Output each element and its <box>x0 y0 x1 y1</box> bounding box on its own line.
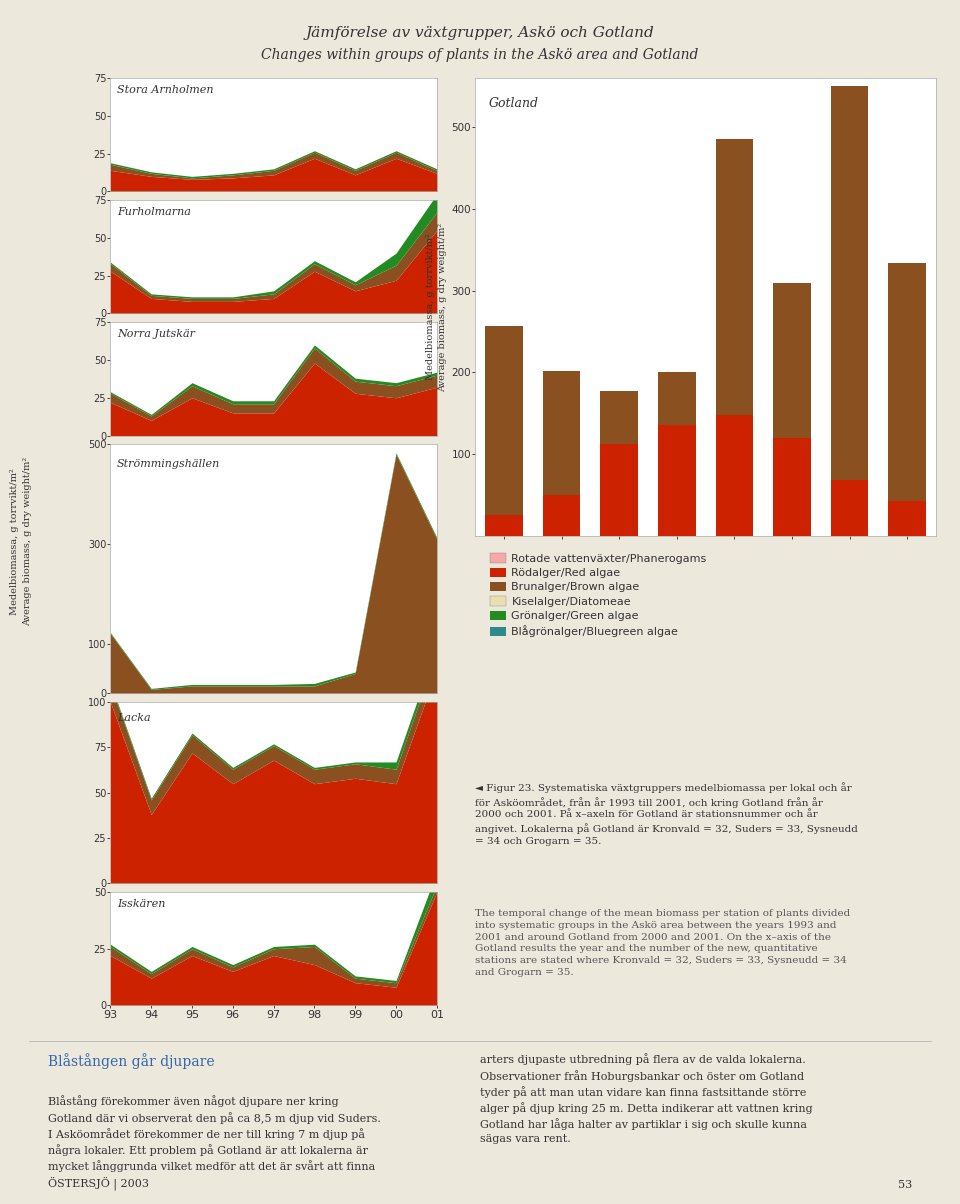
Bar <box>485 326 522 515</box>
Text: ÖSTERSJÖ | 2003: ÖSTERSJÖ | 2003 <box>48 1176 149 1190</box>
Bar <box>830 87 869 480</box>
Bar <box>601 444 638 536</box>
Text: Isskären: Isskären <box>117 899 165 909</box>
Text: Lacka: Lacka <box>117 713 151 724</box>
Text: Blåstången går djupare: Blåstången går djupare <box>48 1054 215 1069</box>
Text: Strömmingshällen: Strömmingshällen <box>117 459 220 470</box>
Y-axis label: Medelbiomassa, g torrvikt/m²
Average biomass, g dry weight/m²: Medelbiomassa, g torrvikt/m² Average bio… <box>425 223 447 391</box>
Text: Medelbiomassa, g torrvikt/m²
Average biomass, g dry weight/m²: Medelbiomassa, g torrvikt/m² Average bio… <box>11 458 32 626</box>
Legend: Rotade vattenväxter/Phanerogams, Rödalger/Red algae, Brunalger/Brown algae, Kise: Rotade vattenväxter/Phanerogams, Rödalge… <box>491 554 707 637</box>
Bar <box>774 283 810 438</box>
Bar <box>889 502 925 536</box>
Text: Stora Arnholmen: Stora Arnholmen <box>117 85 213 95</box>
Bar <box>774 438 810 536</box>
Bar <box>716 415 754 536</box>
Bar <box>658 425 695 536</box>
Text: Jämförelse av växtgrupper, Askö och Gotland: Jämförelse av växtgrupper, Askö och Gotl… <box>305 26 655 41</box>
Bar <box>601 391 638 444</box>
Text: The temporal change of the mean biomass per station of plants divided
into syste: The temporal change of the mean biomass … <box>475 909 851 976</box>
Bar <box>889 262 925 502</box>
Bar <box>830 480 869 536</box>
Text: 53: 53 <box>898 1180 912 1190</box>
Bar <box>543 495 580 536</box>
Text: Gotland: Gotland <box>489 96 539 110</box>
Bar <box>658 372 695 425</box>
Bar <box>716 138 754 415</box>
Bar <box>485 515 522 536</box>
Text: Blåstång förekommer även något djupare ner kring
Gotland där vi observerat den p: Blåstång förekommer även något djupare n… <box>48 1096 381 1173</box>
Text: arters djupaste utbredning på flera av de valda lokalerna.
Observationer från Ho: arters djupaste utbredning på flera av d… <box>480 1054 812 1144</box>
Bar <box>543 371 580 495</box>
Text: Furholmarna: Furholmarna <box>117 207 191 217</box>
Text: ◄ Figur 23. Systematiska växtgruppers medelbiomassa per lokal och år
för Asköomr: ◄ Figur 23. Systematiska växtgruppers me… <box>475 783 858 845</box>
Text: Changes within groups of plants in the Askö area and Gotland: Changes within groups of plants in the A… <box>261 48 699 63</box>
Text: Norra Jutskär: Norra Jutskär <box>117 329 195 340</box>
